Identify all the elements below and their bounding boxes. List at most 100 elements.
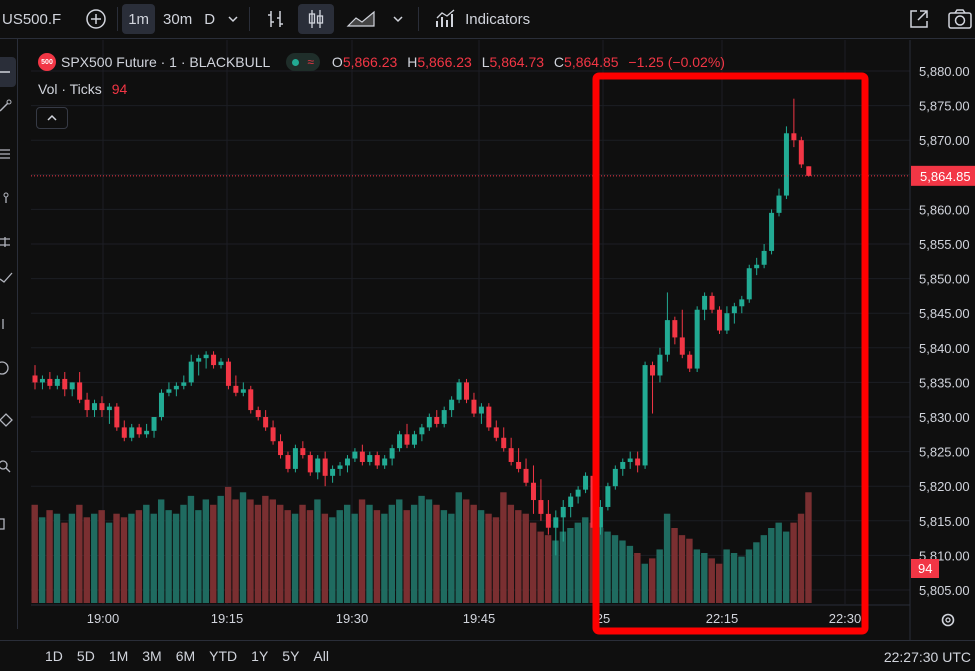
open-label: O bbox=[331, 54, 343, 70]
area-chart-type-button[interactable] bbox=[340, 4, 382, 34]
candle-body bbox=[69, 382, 75, 390]
interval-dropdown-button[interactable] bbox=[221, 4, 245, 34]
volume-bar bbox=[433, 504, 440, 603]
candle bbox=[315, 455, 321, 480]
candle-body bbox=[642, 365, 648, 466]
range-ytd-button[interactable]: YTD bbox=[209, 648, 238, 664]
candle-body bbox=[39, 378, 45, 383]
candle-body bbox=[158, 392, 164, 417]
time-tick-label: 22:30 bbox=[829, 611, 862, 626]
candle bbox=[99, 396, 105, 417]
compare-add-button[interactable] bbox=[79, 4, 113, 34]
price-tick-label: 5,880.00 bbox=[919, 64, 970, 79]
volume-bar bbox=[619, 540, 626, 603]
candle-body bbox=[783, 133, 789, 196]
candle-body bbox=[657, 354, 663, 376]
volume-bar bbox=[760, 535, 768, 603]
axis-settings-button[interactable] bbox=[941, 613, 955, 627]
candle bbox=[322, 451, 328, 487]
candle bbox=[367, 451, 373, 466]
time-axis[interactable]: 19:00 19:15 19:30 19:45 25 22:15 22:30 bbox=[31, 604, 910, 626]
volume-bar bbox=[31, 504, 38, 603]
candle bbox=[166, 382, 172, 397]
volume-bar bbox=[76, 504, 83, 603]
interval-1m-button[interactable]: 1m bbox=[122, 4, 156, 34]
volume-bar bbox=[500, 492, 507, 603]
candle bbox=[263, 410, 269, 431]
candle bbox=[114, 403, 120, 431]
volume-legend[interactable]: Vol · Ticks 94 bbox=[38, 81, 127, 97]
screenshot-button[interactable] bbox=[941, 4, 975, 34]
indicators-button[interactable]: Indicators bbox=[429, 4, 536, 34]
range-5d-button[interactable]: 5D bbox=[76, 648, 95, 664]
interval-d-button[interactable]: D bbox=[198, 4, 221, 34]
volume-bar bbox=[224, 486, 232, 603]
range-1m-button[interactable]: 1M bbox=[108, 648, 129, 664]
measure-icon[interactable] bbox=[0, 317, 14, 331]
series-title[interactable]: SPX500 Future · 1 · BLACKBULL bbox=[61, 54, 271, 70]
volume-bar bbox=[336, 510, 343, 603]
ohlc-values: O5,866.23 H5,866.23 L5,864.73 C5,864.85 … bbox=[332, 54, 725, 70]
candle bbox=[255, 406, 261, 421]
chart-type-dropdown-button[interactable] bbox=[386, 4, 410, 34]
volume-bar bbox=[351, 513, 358, 603]
candle-body bbox=[679, 337, 685, 355]
brush-icon[interactable] bbox=[0, 191, 14, 205]
candle-body bbox=[798, 140, 804, 165]
fib-retracement-icon[interactable] bbox=[0, 147, 14, 161]
volume-bar bbox=[143, 504, 150, 603]
utc-clock[interactable]: 22:27:30 UTC bbox=[883, 649, 971, 665]
candle bbox=[203, 351, 209, 369]
trend-line-icon[interactable] bbox=[0, 99, 14, 113]
candle bbox=[129, 423, 135, 442]
price-tick-label: 5,860.00 bbox=[919, 202, 970, 217]
pattern-tool-icon[interactable] bbox=[0, 235, 14, 249]
price-tick-label: 5,875.00 bbox=[919, 99, 970, 114]
candle-body bbox=[769, 212, 775, 251]
text-tool-icon[interactable] bbox=[0, 361, 14, 375]
checkmark-icon[interactable] bbox=[0, 271, 14, 285]
candles-chart-type-button[interactable] bbox=[298, 4, 335, 34]
candle-body bbox=[456, 382, 462, 400]
range-1d-button[interactable]: 1D bbox=[45, 648, 63, 664]
candle bbox=[746, 264, 752, 303]
candle bbox=[389, 444, 395, 466]
candle-body bbox=[478, 406, 484, 414]
volume-bar bbox=[678, 535, 686, 603]
tag-icon[interactable] bbox=[0, 413, 14, 427]
range-all-button[interactable]: All bbox=[313, 648, 329, 664]
volume-bar bbox=[120, 517, 128, 603]
current-price-badge bbox=[911, 165, 975, 186]
volume-bar bbox=[61, 522, 68, 603]
candle-body bbox=[367, 455, 373, 462]
volume-bar bbox=[574, 522, 582, 603]
volume-bar bbox=[782, 531, 790, 603]
candle-body bbox=[746, 268, 752, 300]
low-value: 5,864.73 bbox=[489, 54, 545, 70]
candle bbox=[716, 306, 722, 334]
magnet-icon[interactable] bbox=[0, 517, 14, 531]
symbol-search-button[interactable]: US500.F bbox=[0, 4, 67, 34]
price-axis[interactable]: 5,880.005,875.005,870.005,865.005,860.00… bbox=[919, 64, 970, 598]
candle bbox=[642, 361, 648, 469]
range-3m-button[interactable]: 3M bbox=[142, 648, 162, 664]
chart-canvas[interactable]: 5,880.005,875.005,870.005,865.005,860.00… bbox=[0, 0, 975, 640]
fullscreen-button[interactable] bbox=[902, 4, 936, 34]
candle bbox=[121, 420, 127, 442]
interval-30m-button[interactable]: 30m bbox=[157, 4, 198, 34]
bar-chart-type-button[interactable] bbox=[260, 4, 292, 34]
collapse-legend-button[interactable] bbox=[36, 107, 68, 129]
candle-body bbox=[776, 195, 782, 213]
range-5y-button[interactable]: 5Y bbox=[282, 648, 300, 664]
crosshair-tool-button[interactable] bbox=[0, 57, 16, 87]
market-status-pill[interactable]: ≈ bbox=[286, 53, 320, 71]
range-6m-button[interactable]: 6M bbox=[175, 648, 196, 664]
candle-body bbox=[411, 434, 417, 445]
high-label: H bbox=[407, 54, 418, 70]
volume-bar bbox=[239, 492, 247, 603]
candle-body bbox=[806, 166, 812, 176]
highlight-box bbox=[592, 72, 869, 635]
range-1y-button[interactable]: 1Y bbox=[251, 648, 269, 664]
volume-bar bbox=[98, 510, 105, 603]
zoom-icon[interactable] bbox=[0, 459, 14, 473]
